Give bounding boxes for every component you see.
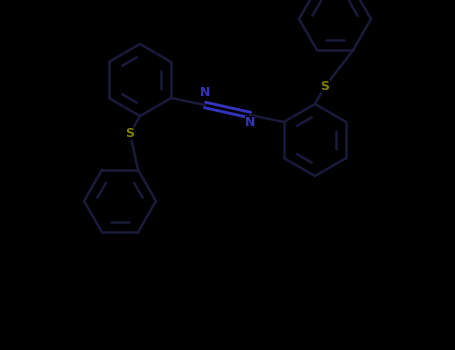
Text: S: S [320, 80, 329, 93]
Text: S: S [126, 127, 135, 140]
Text: N: N [245, 116, 255, 129]
Text: N: N [200, 86, 210, 99]
